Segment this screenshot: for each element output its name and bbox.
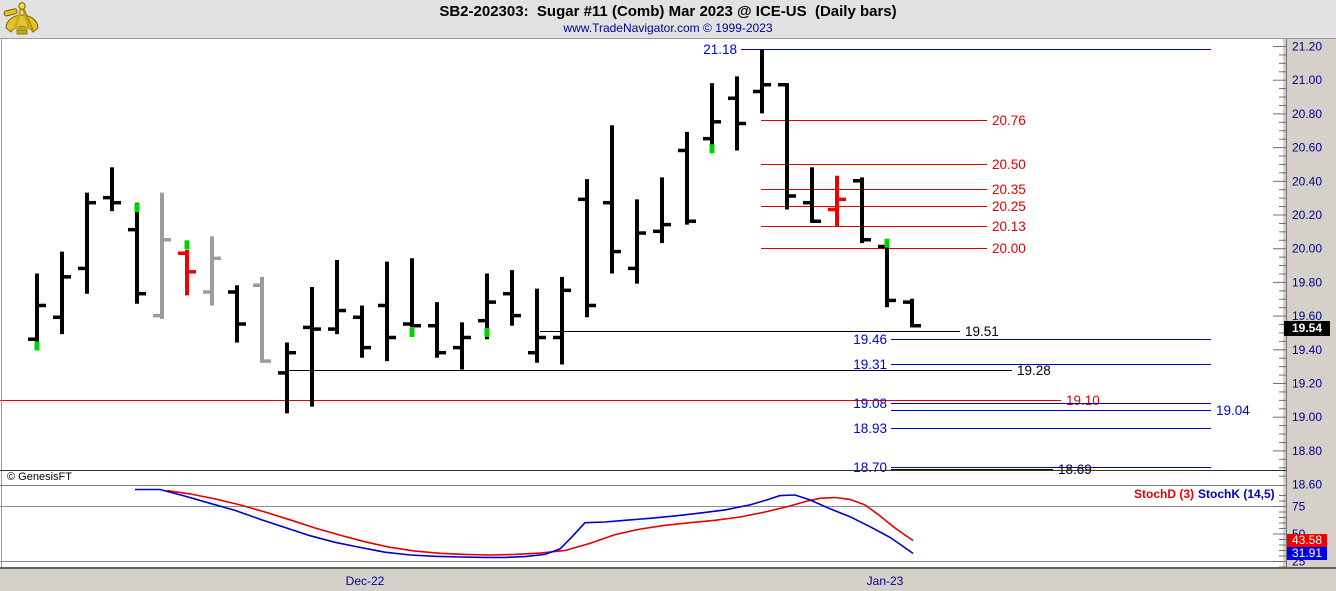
swing-marker <box>409 327 415 337</box>
price-level-label: 19.28 <box>1017 363 1051 378</box>
price-level-label: 18.93 <box>853 421 887 436</box>
swing-marker <box>884 238 890 248</box>
swing-marker <box>484 327 490 337</box>
genesisft-watermark: © GenesisFT <box>7 471 72 483</box>
date-label-dec22: Dec-22 <box>345 574 385 588</box>
price-level-label: 20.35 <box>992 182 1026 197</box>
price-level-label: 18.69 <box>1058 462 1092 477</box>
stochk-value-badge: 31.91 <box>1287 547 1327 560</box>
stochk-legend-label[interactable]: StochK (14,5) <box>1198 487 1275 501</box>
price-level-label: 19.46 <box>853 332 887 347</box>
stochk-line <box>135 488 914 559</box>
price-level-label: 19.31 <box>853 357 887 372</box>
price-level-label: 18.70 <box>853 460 887 475</box>
last-price-badge: 19.54 <box>1284 321 1330 336</box>
price-level-label: 20.13 <box>992 219 1026 234</box>
swing-marker <box>184 240 190 250</box>
price-level-label: 19.10 <box>1066 393 1100 408</box>
sextant-logo-icon[interactable] <box>2 1 42 36</box>
date-label-jan23: Jan-23 <box>866 574 904 588</box>
price-level-label: 20.50 <box>992 157 1026 172</box>
price-axis[interactable] <box>1283 38 1336 591</box>
price-level-label: 20.25 <box>992 199 1026 214</box>
price-level-label: 19.08 <box>853 396 887 411</box>
price-level-label: 19.04 <box>1216 403 1250 418</box>
price-level-label: 20.76 <box>992 113 1026 128</box>
stochd-legend-label[interactable]: StochD (3) <box>1134 487 1194 501</box>
swing-marker <box>134 203 140 213</box>
price-level-label: 21.18 <box>703 42 737 57</box>
chart-title: SB2-202303: Sugar #11 (Comb) Mar 2023 @ … <box>439 3 897 20</box>
chart-subtitle: www.TradeNavigator.com © 1999-2023 <box>563 21 773 35</box>
swing-marker <box>709 144 715 154</box>
price-level-label: 20.00 <box>992 241 1026 256</box>
swing-marker <box>34 341 40 351</box>
date-axis[interactable] <box>0 569 1283 591</box>
price-level-label: 19.51 <box>965 324 999 339</box>
chart-header: SB2-202303: Sugar #11 (Comb) Mar 2023 @ … <box>0 0 1336 38</box>
stochd-line <box>166 489 914 556</box>
stochd-value-badge: 43.58 <box>1287 534 1327 547</box>
